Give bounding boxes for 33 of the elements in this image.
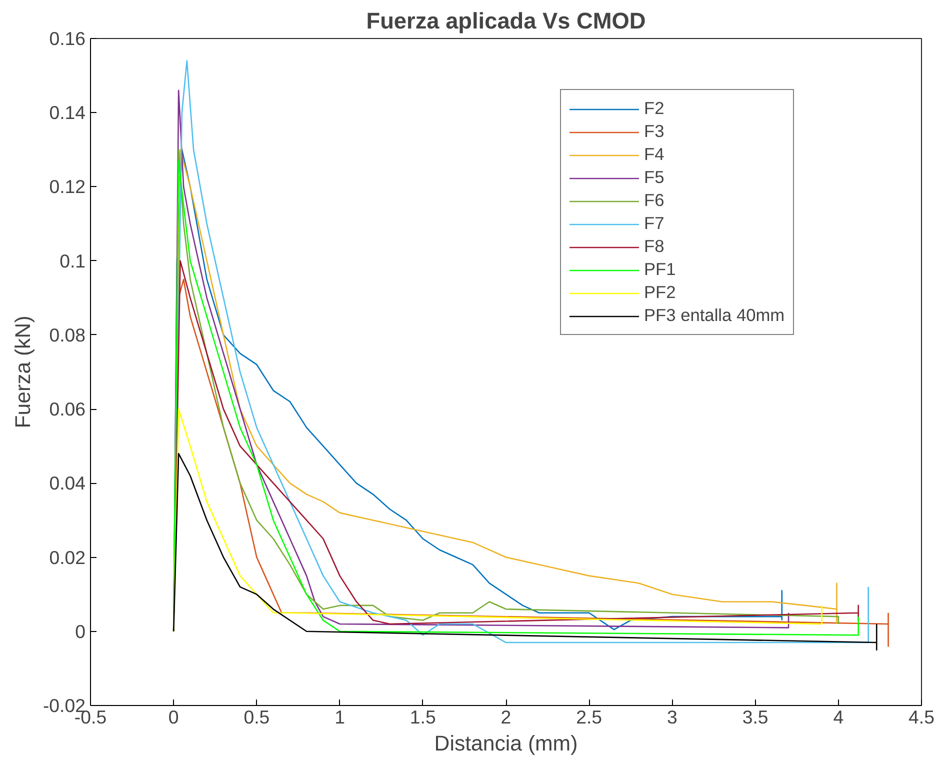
x-axis-title: Distancia (mm) xyxy=(434,732,578,756)
legend-label: F2 xyxy=(644,98,664,119)
legend-label: PF3 entalla 40mm xyxy=(644,305,785,326)
line-series xyxy=(172,452,878,651)
x-tick-label: 2.5 xyxy=(576,706,602,728)
legend-label: F3 xyxy=(644,121,664,142)
x-tick-label: 1.5 xyxy=(410,706,436,728)
legend-label: PF1 xyxy=(644,259,676,280)
x-tick-label: 3 xyxy=(667,706,678,728)
y-axis-title: Fuerza (kN) xyxy=(10,316,35,428)
x-tick-label: 0 xyxy=(168,706,179,728)
y-tick-label: 0.04 xyxy=(49,472,86,494)
y-tick-label: 0.06 xyxy=(49,398,86,420)
y-tick-label: 0.1 xyxy=(60,250,86,272)
y-tick-label: 0.08 xyxy=(49,324,86,346)
y-tick-label: 0.02 xyxy=(49,546,86,568)
legend-label: PF2 xyxy=(644,282,676,303)
x-tick-label: 1 xyxy=(334,706,346,728)
legend-label: F7 xyxy=(644,213,664,234)
x-tick-label: 4 xyxy=(833,706,844,728)
legend-label: F5 xyxy=(644,167,664,188)
legend-label: F8 xyxy=(644,236,664,257)
x-tick-label: 0.5 xyxy=(244,706,270,728)
legend-label: F6 xyxy=(644,190,664,211)
x-tick-label: 4.5 xyxy=(908,706,934,728)
y-tick-label: 0 xyxy=(75,620,86,642)
y-tick-label: 0.16 xyxy=(49,28,86,49)
y-tick-label: 0.14 xyxy=(49,102,86,124)
x-tick-label: 2 xyxy=(500,706,512,728)
chart-title: Fuerza aplicada Vs CMOD xyxy=(366,8,646,34)
y-tick-label: 0.12 xyxy=(49,176,86,198)
legend-label: F4 xyxy=(644,144,664,165)
x-tick-label: 3.5 xyxy=(742,706,768,728)
